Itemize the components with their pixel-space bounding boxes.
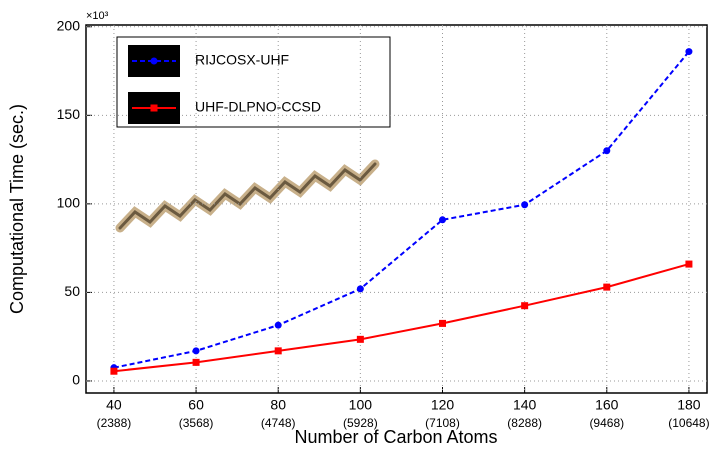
data-point bbox=[275, 347, 282, 354]
data-point bbox=[603, 147, 610, 154]
data-point bbox=[521, 201, 528, 208]
y-axis-label: Computational Time (sec.) bbox=[7, 104, 27, 314]
x-tick-label: 160 bbox=[595, 397, 619, 413]
y-tick-label: 0 bbox=[72, 372, 80, 388]
data-point bbox=[603, 284, 610, 291]
x-tick-label: 40 bbox=[106, 397, 122, 413]
data-point bbox=[110, 368, 117, 375]
y-multiplier: ×10³ bbox=[86, 10, 109, 22]
x-axis-label: Number of Carbon Atoms bbox=[294, 427, 497, 447]
data-point bbox=[439, 216, 446, 223]
y-tick-label: 100 bbox=[57, 195, 81, 211]
x-tick-sublabel: (9468) bbox=[589, 416, 624, 430]
x-tick-label: 60 bbox=[188, 397, 204, 413]
legend-marker bbox=[151, 58, 158, 65]
data-point bbox=[193, 347, 200, 354]
x-tick-sublabel: (2388) bbox=[97, 416, 132, 430]
data-point bbox=[357, 285, 364, 292]
y-tick-label: 150 bbox=[57, 106, 81, 122]
molecule-image bbox=[120, 164, 375, 228]
x-tick-sublabel: (4748) bbox=[261, 416, 296, 430]
data-point bbox=[521, 302, 528, 309]
data-point bbox=[193, 359, 200, 366]
x-tick-sublabel: (10648) bbox=[668, 416, 709, 430]
x-tick-sublabel: (5928) bbox=[343, 416, 378, 430]
x-tick-label: 80 bbox=[270, 397, 286, 413]
x-tick-label: 180 bbox=[677, 397, 701, 413]
data-point bbox=[685, 261, 692, 268]
y-tick-label: 50 bbox=[64, 283, 80, 299]
legend-label: UHF-DLPNO-CCSD bbox=[195, 99, 321, 115]
x-tick-sublabel: (8288) bbox=[507, 416, 542, 430]
x-tick-label: 100 bbox=[349, 397, 373, 413]
series-line bbox=[114, 264, 689, 371]
data-point bbox=[357, 336, 364, 343]
legend-marker bbox=[151, 105, 158, 112]
x-tick-sublabel: (7108) bbox=[425, 416, 460, 430]
data-point bbox=[439, 320, 446, 327]
y-tick-label: 200 bbox=[57, 17, 81, 33]
data-point bbox=[685, 48, 692, 55]
x-tick-label: 120 bbox=[431, 397, 455, 413]
data-point bbox=[275, 322, 282, 329]
x-tick-label: 140 bbox=[513, 397, 537, 413]
x-tick-sublabel: (3568) bbox=[179, 416, 214, 430]
chart: Computational Time (sec.) Number of Carb… bbox=[0, 0, 717, 454]
legend-label: RIJCOSX-UHF bbox=[195, 52, 289, 68]
